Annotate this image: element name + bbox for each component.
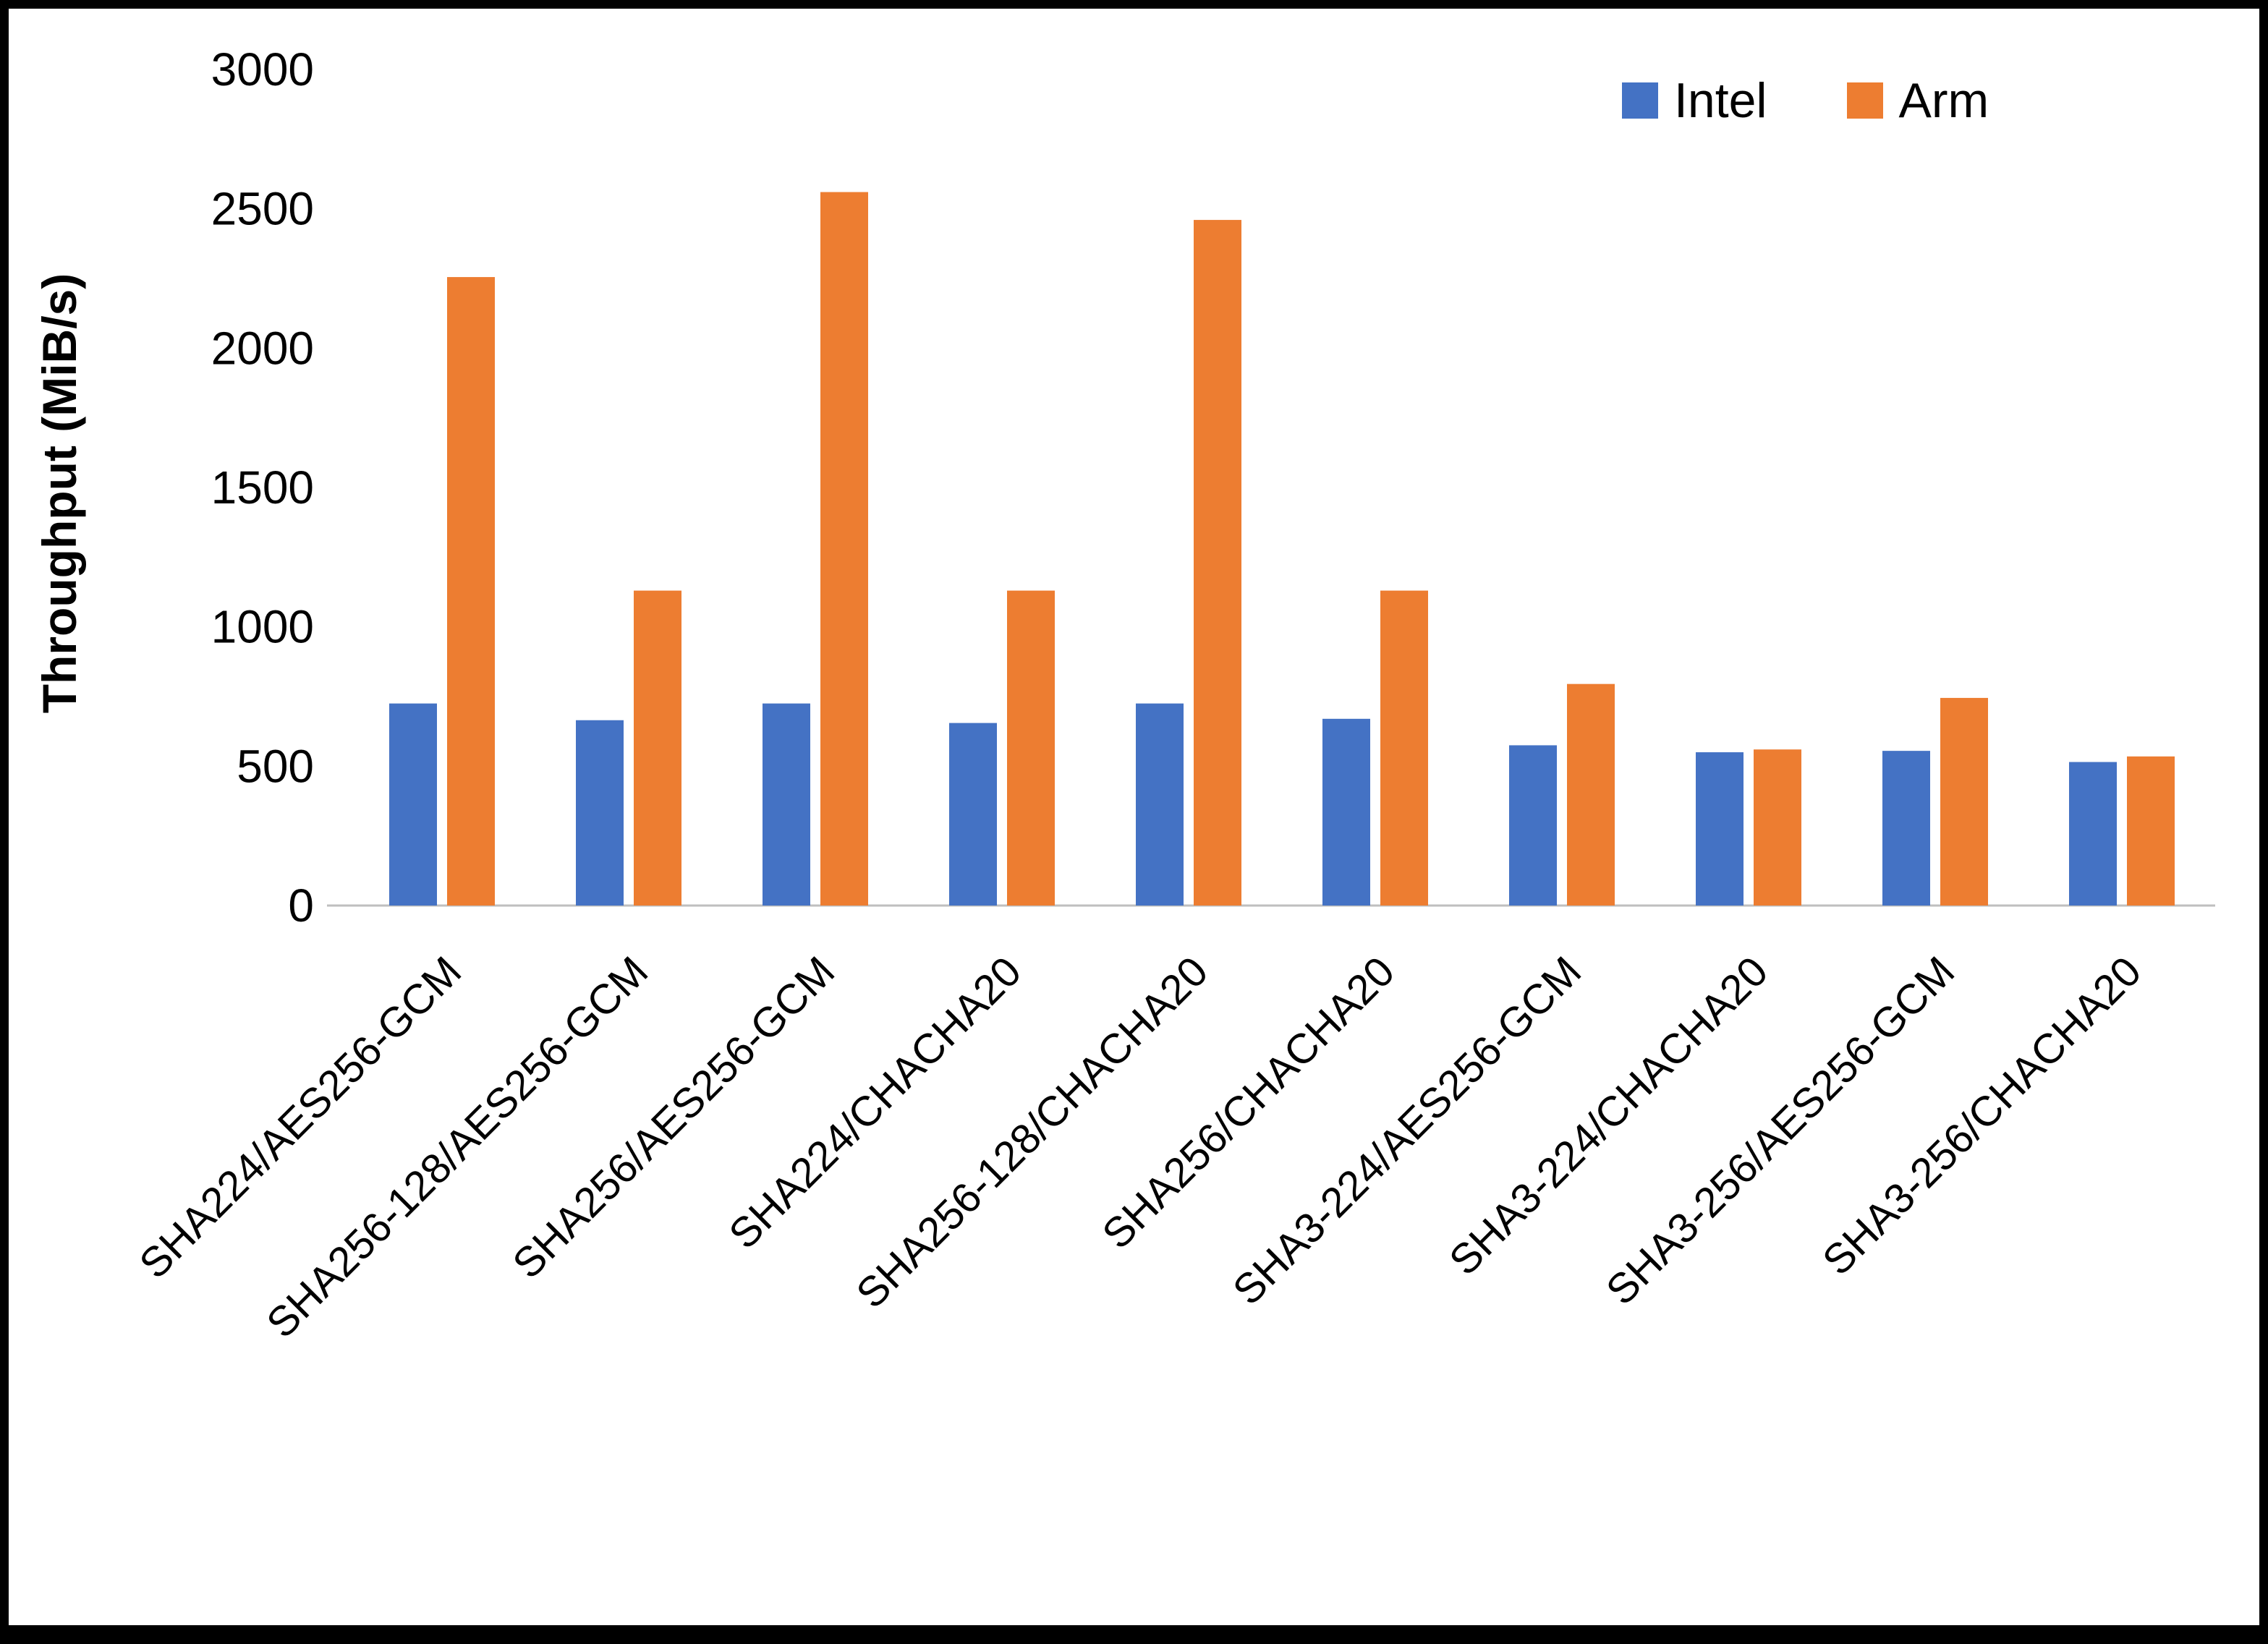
bar-intel-7 (1696, 752, 1744, 906)
bar-arm-6 (1567, 683, 1615, 906)
arm-legend-swatch-icon (1846, 82, 1883, 119)
bar-chart-plot: 0 500 1000 1500 2000 2500 3000 SHA224/AES256-GC… (130, 43, 2215, 1347)
bar-arm-1 (634, 590, 681, 906)
y-tick-label: 500 (237, 740, 314, 792)
x-category-label: SHA256-128/CHACHA20 (847, 947, 1217, 1317)
legend-item-arm: Arm (1846, 72, 1989, 129)
legend: Intel Arm (1622, 72, 1989, 129)
x-category-label: SHA3-224/CHACHA20 (1440, 947, 1777, 1284)
intel-legend-swatch-icon (1622, 82, 1658, 119)
y-tick-label: 2000 (211, 322, 314, 374)
bar-arm-3 (1007, 590, 1055, 906)
bar-arm-2 (820, 192, 868, 906)
bar-intel-5 (1322, 718, 1370, 906)
bar-intel-4 (1136, 703, 1184, 906)
bar-arm-7 (1754, 749, 1801, 906)
y-tick-label: 2500 (211, 183, 314, 235)
x-category-label: SHA256-128/AES256-GCM (258, 947, 657, 1347)
x-category-label: SHA224/AES256-GCM (130, 947, 470, 1287)
bar-arm-5 (1380, 590, 1428, 906)
legend-label-intel: Intel (1674, 73, 1767, 128)
bar-intel-3 (949, 723, 997, 906)
bar-intel-1 (576, 720, 624, 906)
bar-intel-0 (389, 703, 437, 906)
bar-arm-4 (1194, 220, 1241, 906)
bar-intel-6 (1509, 745, 1557, 906)
bar-arm-9 (2127, 756, 2175, 906)
bar-intel-2 (763, 703, 810, 906)
y-axis-title: Throughput (MiB/s) (33, 273, 86, 714)
bar-intel-8 (1882, 751, 1930, 906)
y-tick-label: 1000 (211, 601, 314, 653)
bar-intel-9 (2069, 762, 2117, 906)
x-category-label: SHA256/AES256-GCM (504, 947, 844, 1287)
bar-arm-8 (1940, 697, 1988, 906)
bar-arm-0 (447, 277, 495, 906)
legend-label-arm: Arm (1898, 73, 1989, 128)
legend-item-intel: Intel (1622, 72, 1767, 129)
y-tick-label: 0 (288, 880, 314, 932)
y-tick-label: 3000 (211, 43, 314, 95)
x-category-label: SHA3-224/AES256-GCM (1224, 947, 1590, 1313)
x-category-label: SHA3-256/AES256-GCM (1597, 947, 1963, 1313)
y-tick-label: 1500 (211, 461, 314, 514)
x-category-label: SHA3-256/CHACHA20 (1814, 947, 2150, 1284)
